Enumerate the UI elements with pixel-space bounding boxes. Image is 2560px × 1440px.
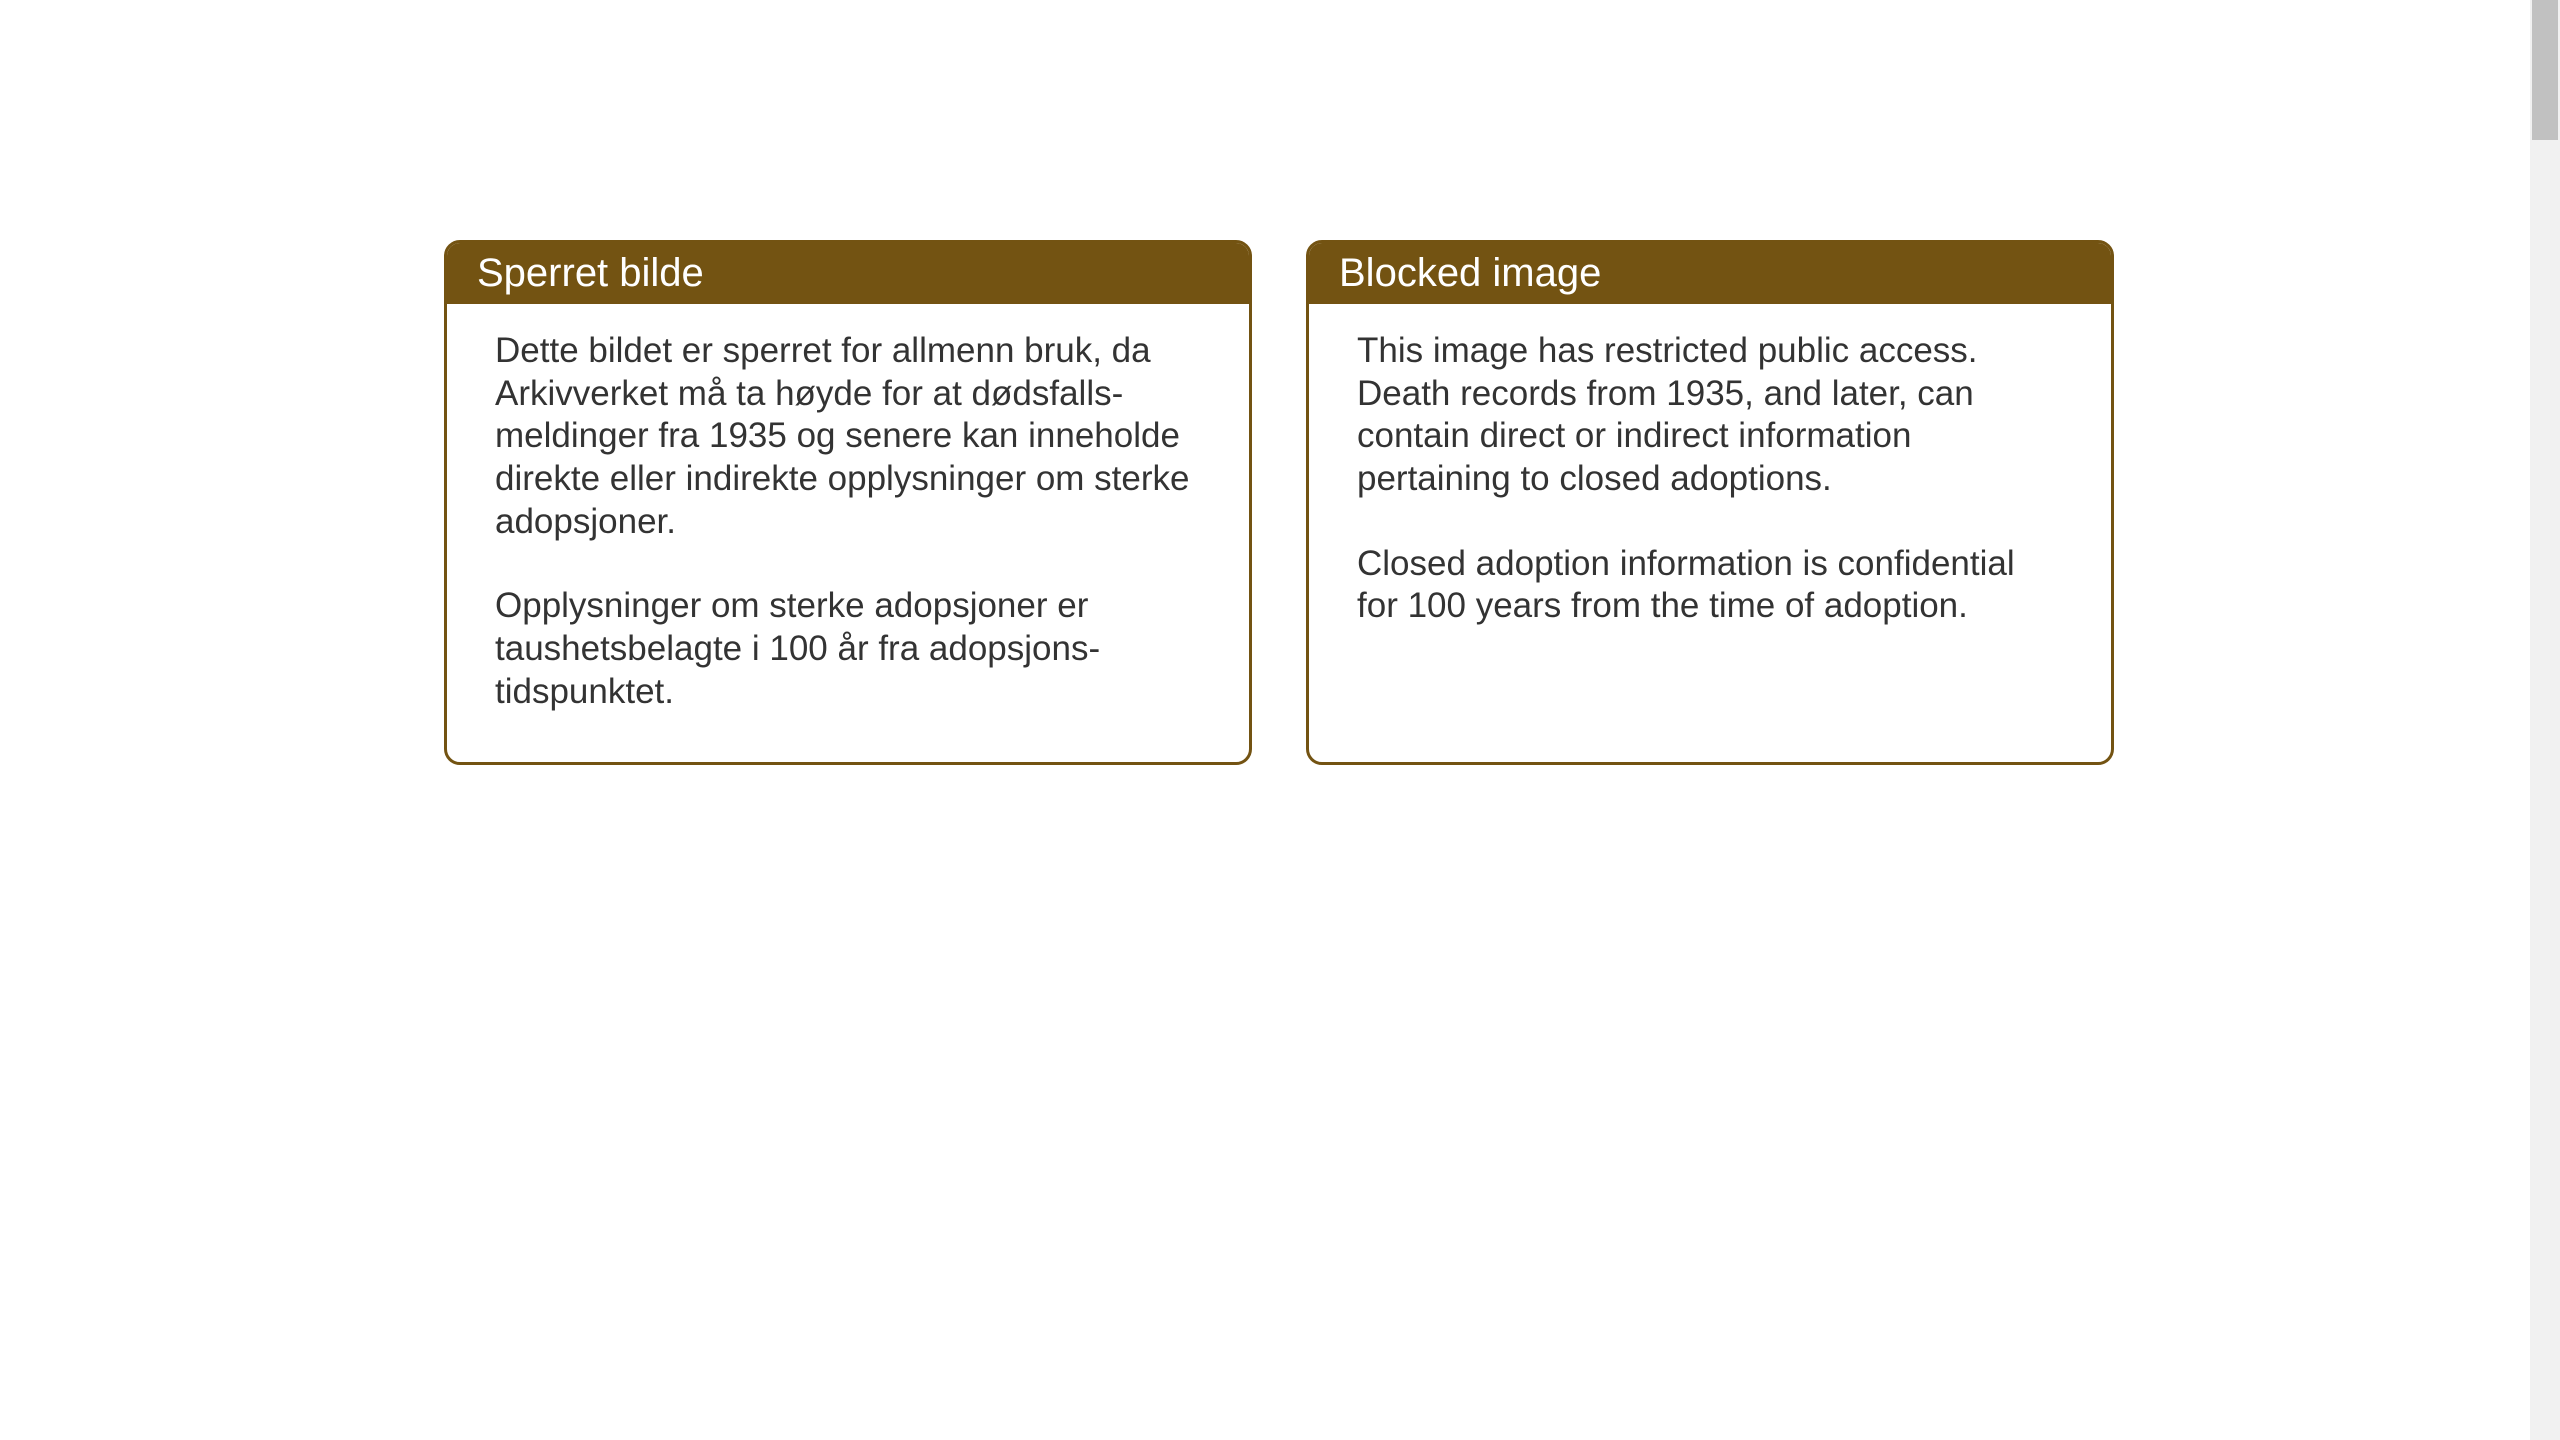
cards-container: Sperret bilde Dette bildet er sperret fo…	[444, 240, 2114, 765]
english-paragraph-2: Closed adoption information is confident…	[1357, 543, 2063, 628]
english-card: Blocked image This image has restricted …	[1306, 240, 2114, 765]
norwegian-card: Sperret bilde Dette bildet er sperret fo…	[444, 240, 1252, 765]
norwegian-card-title: Sperret bilde	[477, 251, 704, 295]
norwegian-card-header: Sperret bilde	[447, 243, 1249, 304]
scrollbar-thumb[interactable]	[2532, 0, 2558, 140]
english-paragraph-1: This image has restricted public access.…	[1357, 330, 2063, 501]
english-card-header: Blocked image	[1309, 243, 2111, 304]
norwegian-paragraph-2: Opplysninger om sterke adopsjoner er tau…	[495, 585, 1201, 713]
vertical-scrollbar[interactable]	[2530, 0, 2560, 1440]
english-card-body: This image has restricted public access.…	[1309, 304, 2111, 676]
norwegian-card-body: Dette bildet er sperret for allmenn bruk…	[447, 304, 1249, 762]
english-card-title: Blocked image	[1339, 251, 1601, 295]
norwegian-paragraph-1: Dette bildet er sperret for allmenn bruk…	[495, 330, 1201, 543]
